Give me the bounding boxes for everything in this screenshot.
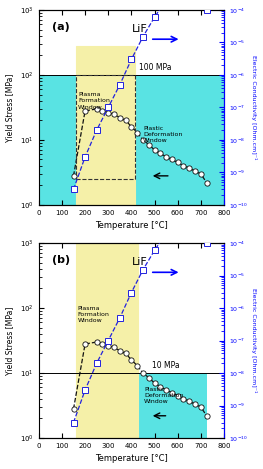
Y-axis label: Yield Stress [MPa]: Yield Stress [MPa] bbox=[6, 306, 14, 375]
Y-axis label: Yield Stress [MPa]: Yield Stress [MPa] bbox=[6, 73, 14, 142]
Text: Plasma
Formation
Window: Plasma Formation Window bbox=[78, 306, 110, 323]
Bar bbox=[76, 243, 138, 438]
Text: Plastic
Deformation
Window: Plastic Deformation Window bbox=[144, 387, 184, 404]
Text: 100 MPa: 100 MPa bbox=[139, 63, 172, 72]
Text: Plasma
Formation
Window: Plasma Formation Window bbox=[78, 92, 110, 109]
Text: 10 MPa: 10 MPa bbox=[152, 361, 180, 370]
Text: (a): (a) bbox=[52, 22, 69, 31]
Bar bbox=[76, 75, 135, 179]
Bar bbox=[138, 373, 207, 438]
X-axis label: Temperature [°C]: Temperature [°C] bbox=[95, 454, 168, 463]
Text: (b): (b) bbox=[52, 255, 70, 265]
Text: Plastic
Deformation
Window: Plastic Deformation Window bbox=[143, 126, 182, 144]
Bar bbox=[39, 75, 224, 205]
X-axis label: Temperature [°C]: Temperature [°C] bbox=[95, 221, 168, 230]
Y-axis label: Electric Conductivity [Ohm.cm]⁻¹: Electric Conductivity [Ohm.cm]⁻¹ bbox=[251, 288, 257, 393]
Y-axis label: Electric Conductivity [Ohm.cm]⁻¹: Electric Conductivity [Ohm.cm]⁻¹ bbox=[251, 55, 257, 159]
Bar bbox=[76, 46, 135, 205]
Text: LiF: LiF bbox=[132, 257, 147, 267]
Text: LiF: LiF bbox=[132, 23, 147, 34]
